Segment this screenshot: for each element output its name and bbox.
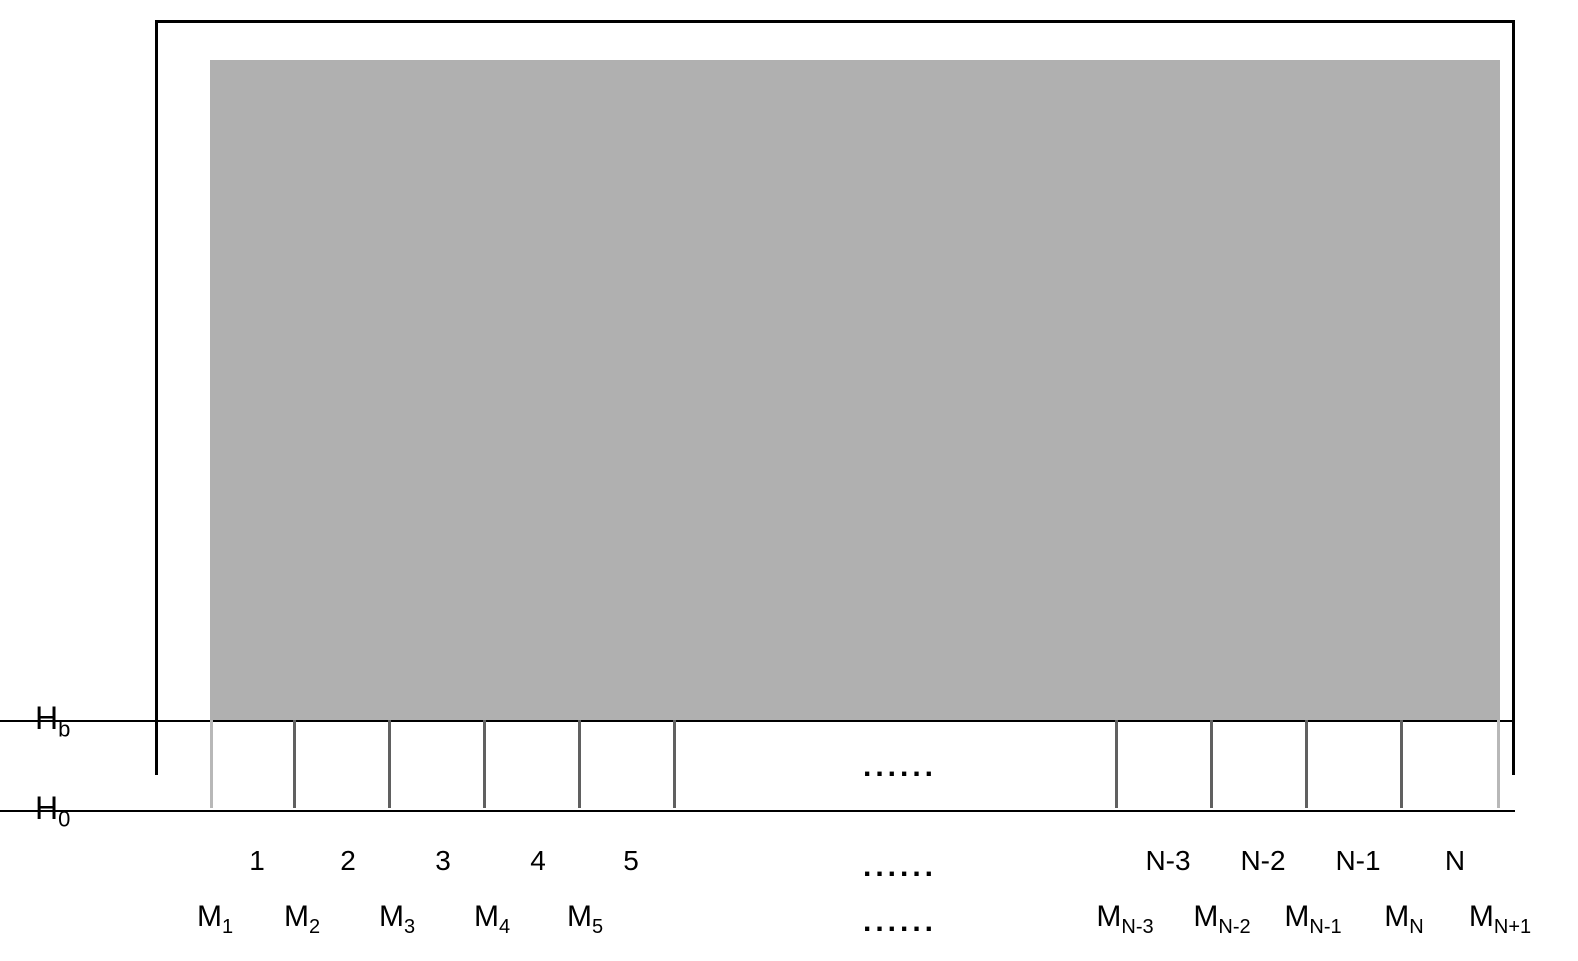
h0-label-main: H xyxy=(35,790,58,826)
slot-index-label: 5 xyxy=(623,845,639,877)
slot-index-label: 4 xyxy=(530,845,546,877)
m-label: M1 xyxy=(197,900,233,939)
m-label: MN+1 xyxy=(1469,900,1531,939)
m-label-main: M xyxy=(567,900,592,933)
slot-divider xyxy=(483,720,486,808)
m-label: MN-1 xyxy=(1284,900,1341,939)
slot-divider xyxy=(1305,720,1308,808)
diagram-container: Hb H0 12345N-3N-2N-1N M1M2M3M4M5MN-3MN-2… xyxy=(0,0,1578,961)
m-label: MN-2 xyxy=(1193,900,1250,939)
m-label-main: M xyxy=(1469,900,1494,933)
m-label: M5 xyxy=(567,900,603,939)
slot-divider xyxy=(293,720,296,808)
m-label: MN-3 xyxy=(1096,900,1153,939)
m-label-sub: 4 xyxy=(499,916,510,938)
m-label-sub: N+1 xyxy=(1494,916,1531,938)
slot-divider xyxy=(673,720,676,808)
hb-line xyxy=(0,720,1515,722)
m-label-main: M xyxy=(1193,900,1218,933)
m-label-main: M xyxy=(197,900,222,933)
m-label-sub: N xyxy=(1409,916,1423,938)
slot-divider xyxy=(1400,720,1403,808)
m-label-main: M xyxy=(379,900,404,933)
slot-index-label: N-1 xyxy=(1335,845,1380,877)
hb-label: Hb xyxy=(35,700,70,742)
slot-index-label: N xyxy=(1445,845,1465,877)
m-label: MN xyxy=(1384,900,1423,939)
m-label-main: M xyxy=(1284,900,1309,933)
m-label-sub: 1 xyxy=(222,916,233,938)
slot-index-label: 1 xyxy=(249,845,265,877)
hb-label-sub: b xyxy=(58,716,70,741)
m-label-sub: 5 xyxy=(592,916,603,938)
hb-label-main: H xyxy=(35,700,58,736)
slot-index-label: N-3 xyxy=(1145,845,1190,877)
h0-label: H0 xyxy=(35,790,70,832)
slot-divider xyxy=(1497,720,1500,808)
ellipsis-slot-row: ...... xyxy=(863,750,937,784)
m-label-main: M xyxy=(1096,900,1121,933)
m-label: M4 xyxy=(474,900,510,939)
m-label: M2 xyxy=(284,900,320,939)
slot-index-label: 3 xyxy=(435,845,451,877)
h0-line xyxy=(0,810,1515,812)
slot-divider xyxy=(1115,720,1118,808)
m-label-sub: N-3 xyxy=(1121,916,1153,938)
ellipsis-m-row: ...... xyxy=(863,905,937,939)
slot-divider xyxy=(1210,720,1213,808)
m-label-main: M xyxy=(474,900,499,933)
slot-index-label: N-2 xyxy=(1240,845,1285,877)
ellipsis-index-row: ...... xyxy=(863,850,937,884)
m-label-sub: N-1 xyxy=(1309,916,1341,938)
m-label-main: M xyxy=(1384,900,1409,933)
m-label-sub: N-2 xyxy=(1218,916,1250,938)
slot-index-label: 2 xyxy=(340,845,356,877)
slot-divider xyxy=(578,720,581,808)
gray-shaded-region xyxy=(210,60,1500,720)
m-label: M3 xyxy=(379,900,415,939)
slot-divider xyxy=(210,720,213,808)
h0-label-sub: 0 xyxy=(58,806,70,831)
m-label-sub: 3 xyxy=(404,916,415,938)
m-label-sub: 2 xyxy=(309,916,320,938)
slot-divider xyxy=(388,720,391,808)
m-label-main: M xyxy=(284,900,309,933)
